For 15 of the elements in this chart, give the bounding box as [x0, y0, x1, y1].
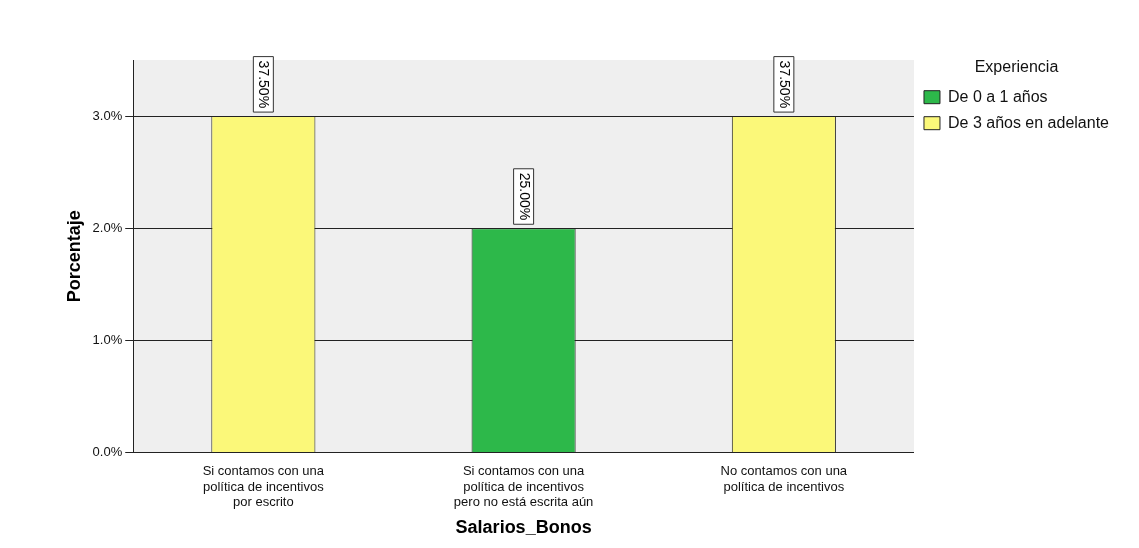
y-tick-label: 0.0% [92, 444, 123, 460]
y-tick-label: 3.0% [92, 107, 123, 123]
x-tick-label: Si contamos con una política de incentivos pero no está escrita aún [453, 462, 594, 510]
legend-label: De 0 a 1 años [947, 87, 1048, 105]
legend-title: Experiencia [974, 58, 1059, 76]
annotation: 25.00% [516, 172, 533, 221]
x-tick-label: No contamos con una política de incentivos [720, 462, 848, 494]
y-axis-title: Porcentaje [63, 210, 84, 303]
x-axis-title: Salarios_Bonos [455, 517, 592, 538]
y-tick-label: 1.0% [92, 332, 123, 348]
legend-label: De 3 años en adelante [947, 113, 1110, 131]
annotation: 37.50% [777, 60, 793, 109]
y-tick-label: 2.0% [92, 219, 123, 235]
x-tick-label: Si contamos con una política de incentivos por escrito [202, 462, 325, 510]
annotation: 37.50% [256, 60, 273, 109]
